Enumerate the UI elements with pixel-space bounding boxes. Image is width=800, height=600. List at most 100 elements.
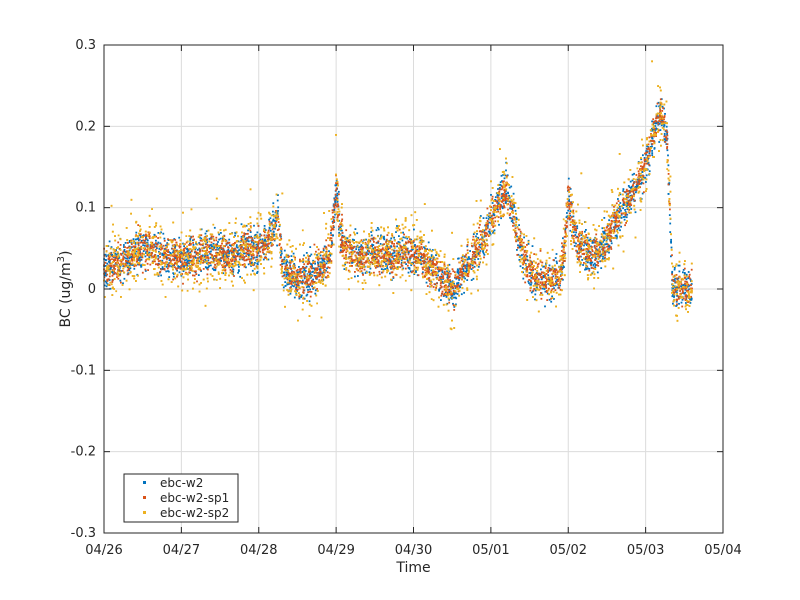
point-ebc-w2: [161, 252, 164, 255]
point-ebc-w2-sp1: [195, 273, 198, 275]
point-ebc-w2-sp1: [327, 259, 330, 261]
point-ebc-w2-sp1: [541, 276, 543, 278]
point-ebc-w2-sp1: [425, 248, 427, 251]
point-ebc-w2: [638, 177, 640, 180]
point-ebc-w2: [332, 209, 335, 212]
point-ebc-w2: [477, 253, 480, 255]
point-ebc-w2-sp1: [383, 253, 385, 256]
point-ebc-w2: [576, 258, 579, 260]
point-ebc-w2: [267, 258, 270, 261]
point-ebc-w2-sp1: [433, 263, 436, 265]
point-ebc-w2: [268, 227, 271, 230]
point-ebc-w2: [637, 185, 639, 187]
point-ebc-w2: [412, 241, 415, 244]
point-ebc-w2: [668, 182, 671, 184]
point-ebc-w2: [356, 232, 359, 235]
point-ebc-w2-sp1: [559, 288, 562, 291]
point-ebc-w2-sp1: [360, 248, 363, 251]
point-ebc-w2-sp1: [290, 271, 293, 274]
point-ebc-w2-sp1: [437, 266, 440, 269]
point-ebc-w2: [389, 260, 392, 263]
point-ebc-w2: [619, 205, 621, 208]
point-ebc-w2-sp1: [119, 270, 121, 273]
point-ebc-w2: [198, 256, 201, 259]
point-ebc-w2-sp1: [287, 267, 290, 270]
point-ebc-w2-sp1: [567, 189, 569, 192]
point-ebc-w2: [478, 244, 481, 246]
point-ebc-w2-sp1: [572, 209, 575, 212]
point-ebc-w2: [251, 269, 254, 272]
point-ebc-w2-sp1: [578, 259, 580, 261]
point-ebc-w2-sp1: [406, 264, 409, 267]
point-ebc-w2: [501, 205, 503, 208]
point-ebc-w2-sp1: [512, 203, 514, 205]
point-ebc-w2: [288, 280, 291, 282]
point-ebc-w2: [274, 211, 277, 214]
point-ebc-w2: [128, 264, 131, 267]
point-ebc-w2: [647, 146, 650, 148]
point-ebc-w2: [648, 170, 651, 173]
point-ebc-w2: [543, 276, 545, 279]
point-ebc-w2: [158, 250, 160, 253]
point-ebc-w2-sp1: [412, 253, 415, 256]
point-ebc-w2: [470, 279, 473, 281]
point-ebc-w2-sp1: [657, 116, 659, 119]
point-ebc-w2: [162, 254, 165, 256]
point-ebc-w2: [314, 292, 317, 295]
point-ebc-w2-sp1: [307, 279, 310, 282]
point-ebc-w2: [589, 238, 592, 240]
point-ebc-w2: [534, 298, 536, 301]
point-ebc-w2-sp1: [427, 267, 430, 269]
point-ebc-w2-sp1: [466, 244, 469, 246]
point-ebc-w2-sp1: [335, 187, 338, 190]
point-ebc-w2-sp1: [247, 232, 249, 235]
point-ebc-w2-sp1: [686, 290, 689, 292]
point-ebc-w2-sp1: [297, 282, 299, 285]
point-ebc-w2-sp1: [642, 167, 645, 170]
point-ebc-w2: [156, 247, 158, 250]
point-ebc-w2: [216, 252, 219, 254]
point-ebc-w2-sp1: [343, 249, 346, 251]
point-ebc-w2-sp1: [335, 182, 337, 185]
point-ebc-w2-sp1: [173, 247, 176, 250]
point-ebc-w2-sp1: [380, 250, 382, 253]
point-ebc-w2-sp1: [682, 290, 684, 293]
point-ebc-w2: [468, 258, 471, 260]
point-ebc-w2: [357, 253, 360, 256]
point-ebc-w2-sp1: [512, 222, 515, 225]
point-ebc-w2: [216, 243, 219, 245]
point-ebc-w2-sp1: [279, 264, 282, 266]
point-ebc-w2: [458, 285, 461, 287]
point-ebc-w2: [576, 227, 579, 230]
point-ebc-w2-sp1: [307, 258, 310, 260]
point-ebc-w2-sp1: [163, 239, 166, 242]
point-ebc-w2-sp1: [486, 233, 489, 236]
point-ebc-w2-sp1: [455, 276, 458, 279]
point-ebc-w2: [173, 238, 176, 240]
point-ebc-w2-sp1: [325, 246, 328, 249]
point-ebc-w2: [295, 276, 297, 278]
point-ebc-w2-sp1: [410, 242, 412, 245]
point-ebc-w2-sp1: [666, 147, 668, 150]
point-ebc-w2: [248, 254, 250, 257]
point-ebc-w2: [676, 278, 679, 281]
point-ebc-w2-sp1: [615, 202, 618, 205]
point-ebc-w2-sp1: [470, 260, 473, 263]
point-ebc-w2: [682, 269, 685, 271]
point-ebc-w2: [337, 190, 340, 193]
point-ebc-w2: [108, 260, 110, 263]
point-ebc-w2: [527, 243, 530, 245]
point-ebc-w2-sp1: [629, 199, 632, 202]
point-ebc-w2: [516, 235, 518, 238]
point-ebc-w2: [651, 152, 654, 154]
point-ebc-w2: [252, 243, 255, 246]
point-ebc-w2-sp1: [332, 222, 334, 224]
point-ebc-w2: [624, 209, 626, 211]
point-ebc-w2-sp1: [325, 247, 327, 250]
point-ebc-w2: [237, 252, 240, 255]
point-ebc-w2-sp1: [564, 231, 567, 234]
point-ebc-w2-sp1: [346, 244, 349, 247]
point-ebc-w2: [499, 181, 502, 184]
point-ebc-w2-sp1: [393, 250, 396, 252]
point-ebc-w2-sp1: [302, 292, 305, 294]
